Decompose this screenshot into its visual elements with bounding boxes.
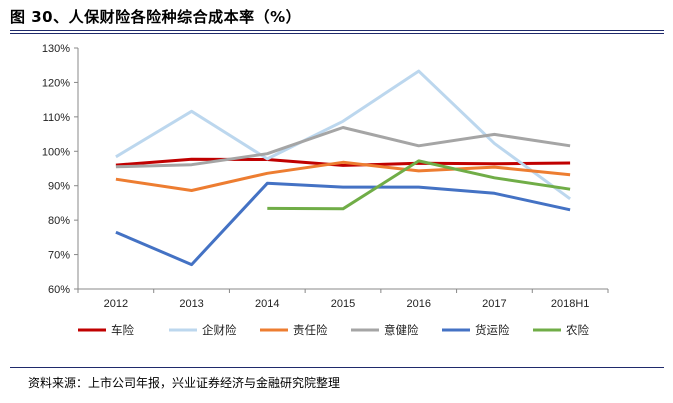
x-axis: 2012 2013 2014 2015 2016 2017 2018H1 <box>77 288 609 310</box>
legend: 车险 企财险 责任险 意健险 货运险 农险 <box>78 323 589 337</box>
legend-label: 意健险 <box>384 323 419 337</box>
x-tick-label: 2012 <box>104 298 128 310</box>
x-tick-label: 2014 <box>255 298 279 310</box>
y-tick-label: 100% <box>42 146 70 158</box>
y-tick-label: 120% <box>42 77 70 89</box>
series-line-货运险 <box>115 181 571 267</box>
y-tick-label: 80% <box>48 215 70 227</box>
legend-label: 货运险 <box>475 323 510 337</box>
series-line-农险 <box>267 159 571 211</box>
y-tick-label: 60% <box>48 284 70 296</box>
y-tick-label: 110% <box>43 112 71 124</box>
title-rule-thin <box>10 33 664 34</box>
y-tick-label: 70% <box>48 250 70 262</box>
series-layer <box>115 69 571 267</box>
legend-label: 车险 <box>111 323 134 337</box>
y-axis: 60% 70% 80% 90% 100% 110% 120% 130% <box>42 43 79 296</box>
source-note: 资料来源：上市公司年报，兴业证券经济与金融研究院整理 <box>28 376 341 390</box>
series-line-意健险 <box>115 126 571 169</box>
x-tick-label: 2015 <box>331 298 355 310</box>
x-tick-label: 2018H1 <box>551 298 590 310</box>
x-tick-label: 2017 <box>482 298 506 310</box>
series-line-企财险 <box>115 69 571 201</box>
y-tick-label: 90% <box>48 181 70 193</box>
x-tick-label: 2016 <box>406 298 430 310</box>
x-tick-label: 2013 <box>179 298 203 310</box>
legend-label: 责任险 <box>293 323 328 337</box>
chart-title: 图 30、人保财险各险种综合成本率（%） <box>10 8 302 26</box>
legend-label: 企财险 <box>202 323 237 337</box>
series-line-车险 <box>115 157 571 167</box>
series-line-责任险 <box>115 160 571 192</box>
y-tick-label: 130% <box>42 43 70 55</box>
legend-label: 农险 <box>566 323 589 337</box>
title-rule <box>10 30 664 31</box>
source-rule <box>10 367 664 368</box>
